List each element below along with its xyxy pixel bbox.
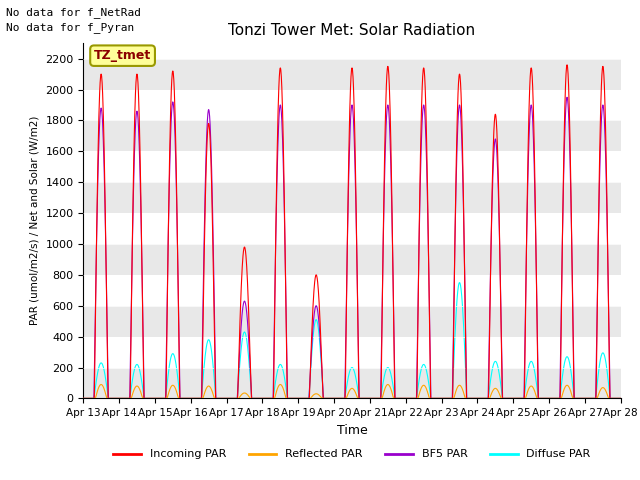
Bar (83, 120, 621, 151)
Text: No data for f_Pyran: No data for f_Pyran (6, 22, 134, 33)
Bar (83, 336, 621, 368)
Bar (83, 151, 621, 182)
Bar (83, 213, 621, 244)
Bar (83, 59, 621, 90)
Bar (83, 244, 621, 275)
Title: Tonzi Tower Met: Solar Radiation: Tonzi Tower Met: Solar Radiation (228, 23, 476, 38)
Bar (83, 90, 621, 120)
Legend: Incoming PAR, Reflected PAR, BF5 PAR, Diffuse PAR: Incoming PAR, Reflected PAR, BF5 PAR, Di… (109, 445, 595, 464)
Bar (83, 275, 621, 306)
Y-axis label: PAR (umol/m2/s) / Net and Solar (W/m2): PAR (umol/m2/s) / Net and Solar (W/m2) (29, 116, 40, 325)
X-axis label: Time: Time (337, 424, 367, 437)
Bar (83, 306, 621, 336)
Bar (83, 182, 621, 213)
Bar (83, 43, 621, 59)
Text: No data for f_NetRad: No data for f_NetRad (6, 7, 141, 18)
Text: TZ_tmet: TZ_tmet (94, 49, 151, 62)
Bar (83, 368, 621, 398)
